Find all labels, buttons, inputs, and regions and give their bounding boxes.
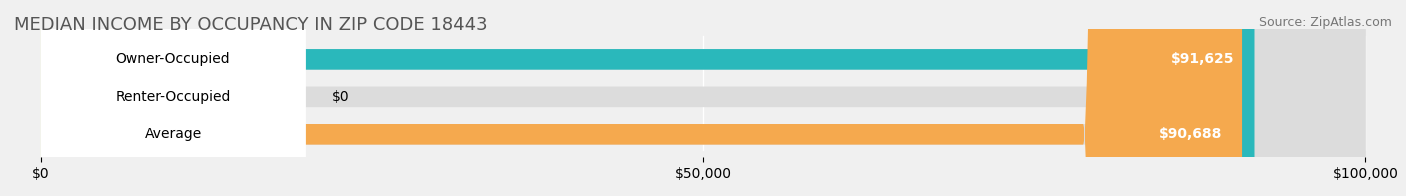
Text: Owner-Occupied: Owner-Occupied <box>115 52 231 66</box>
Text: $90,688: $90,688 <box>1159 127 1222 141</box>
Text: $91,625: $91,625 <box>1171 52 1234 66</box>
Text: $0: $0 <box>332 90 350 104</box>
FancyBboxPatch shape <box>41 0 305 196</box>
Text: Average: Average <box>145 127 201 141</box>
FancyBboxPatch shape <box>41 0 1365 196</box>
FancyBboxPatch shape <box>41 0 305 196</box>
Text: MEDIAN INCOME BY OCCUPANCY IN ZIP CODE 18443: MEDIAN INCOME BY OCCUPANCY IN ZIP CODE 1… <box>14 16 488 34</box>
FancyBboxPatch shape <box>41 0 1365 196</box>
Text: Source: ZipAtlas.com: Source: ZipAtlas.com <box>1258 16 1392 29</box>
FancyBboxPatch shape <box>41 0 1365 196</box>
Text: Renter-Occupied: Renter-Occupied <box>115 90 231 104</box>
FancyBboxPatch shape <box>41 0 1241 196</box>
FancyBboxPatch shape <box>41 0 1254 196</box>
FancyBboxPatch shape <box>41 0 305 196</box>
